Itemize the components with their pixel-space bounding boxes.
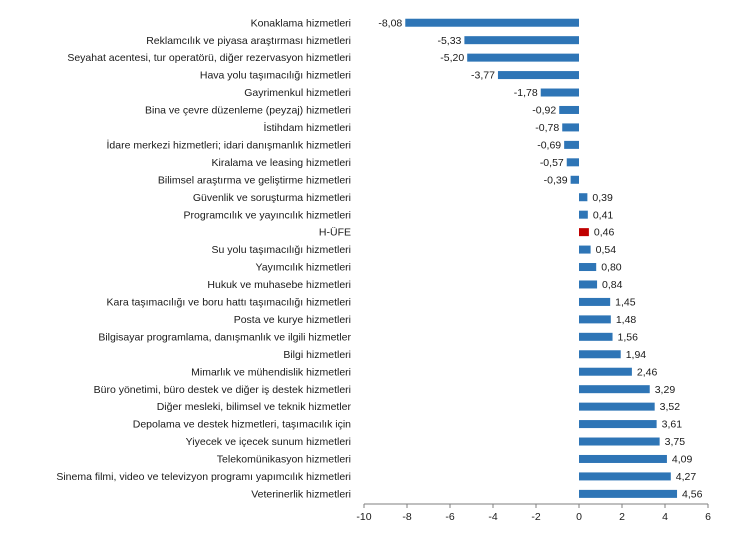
bar xyxy=(467,53,579,62)
x-tick-label: -2 xyxy=(531,511,540,523)
data-label: 4,09 xyxy=(672,454,693,466)
data-label: 0,84 xyxy=(602,279,623,291)
category-label: Telekomünikasyon hizmetleri xyxy=(217,454,351,466)
category-label: Bina ve çevre düzenleme (peyzaj) hizmetl… xyxy=(145,105,351,117)
bar xyxy=(579,193,588,202)
category-label: İdare merkezi hizmetleri; idari danışman… xyxy=(107,138,352,151)
data-label: 3,52 xyxy=(660,401,681,413)
data-label: -0,69 xyxy=(537,139,561,151)
bar xyxy=(579,315,611,324)
category-label: Bilgi hizmetleri xyxy=(283,349,351,361)
x-tick-label: -4 xyxy=(488,511,497,523)
category-label: Mimarlık ve mühendislik hizmetleri xyxy=(191,366,351,378)
bar xyxy=(579,402,655,411)
bar xyxy=(497,71,579,80)
data-label: 1,94 xyxy=(626,349,647,361)
data-label: -0,57 xyxy=(540,157,564,169)
bar xyxy=(570,175,579,184)
data-label: -5,33 xyxy=(437,35,461,47)
bar xyxy=(579,437,660,446)
x-tick-label: -6 xyxy=(445,511,454,523)
category-label: Kara taşımacılığı ve boru hattı taşımacı… xyxy=(106,297,351,309)
data-label: 0,80 xyxy=(601,262,622,274)
category-label: Depolama ve destek hizmetleri, taşımacıl… xyxy=(133,419,351,431)
bar xyxy=(579,489,678,498)
category-label: Seyahat acentesi, tur operatörü, diğer r… xyxy=(67,52,351,64)
category-label: İstihdam hizmetleri xyxy=(263,121,351,134)
data-label: 0,46 xyxy=(594,227,615,239)
bar xyxy=(559,105,579,114)
data-label: -0,92 xyxy=(532,105,556,117)
category-label: Bilimsel araştırma ve geliştirme hizmetl… xyxy=(158,174,351,186)
bar xyxy=(566,158,579,167)
data-label: 0,39 xyxy=(592,192,613,204)
category-label: Yiyecek ve içecek sunum hizmetleri xyxy=(186,436,351,448)
bar xyxy=(405,18,579,27)
data-label: 2,46 xyxy=(637,366,658,378)
bar xyxy=(562,123,579,132)
bar xyxy=(564,140,579,149)
bar xyxy=(540,88,579,97)
data-label: 3,75 xyxy=(665,436,686,448)
x-tick-label: 2 xyxy=(619,511,625,523)
data-label: 0,41 xyxy=(593,209,614,221)
data-label: -0,39 xyxy=(544,174,568,186)
data-label: -0,78 xyxy=(535,122,559,134)
bar xyxy=(579,263,597,272)
category-label: Büro yönetimi, büro destek ve diğer iş d… xyxy=(94,384,351,396)
bar xyxy=(579,210,588,219)
data-label: 0,54 xyxy=(596,244,617,256)
bar xyxy=(579,472,671,481)
bar xyxy=(579,367,632,376)
category-label: Hukuk ve muhasebe hizmetleri xyxy=(207,279,351,291)
data-label: 1,45 xyxy=(615,297,636,309)
category-label: Programcılık ve yayıncılık hizmetleri xyxy=(184,209,351,221)
x-tick-label: 6 xyxy=(705,511,711,523)
data-label: 1,56 xyxy=(618,331,639,343)
category-label: Su yolu taşımacılığı hizmetleri xyxy=(212,244,351,256)
category-label: Bilgisayar programlama, danışmanlık ve i… xyxy=(98,331,351,343)
category-label: Kiralama ve leasing hizmetleri xyxy=(212,157,351,169)
category-label: Reklamcılık ve piyasa araştırması hizmet… xyxy=(146,35,351,47)
x-tick-label: 4 xyxy=(662,511,668,523)
data-label: 1,48 xyxy=(616,314,637,326)
category-label: Diğer mesleki, bilimsel ve teknik hizmet… xyxy=(157,401,352,413)
data-label: -1,78 xyxy=(514,87,538,99)
category-label: Gayrimenkul hizmetleri xyxy=(244,87,351,99)
bar xyxy=(464,36,579,45)
bar xyxy=(579,420,657,429)
category-label: H-ÜFE xyxy=(319,227,351,239)
data-label: -3,77 xyxy=(471,70,495,82)
category-label: Posta ve kurye hizmetleri xyxy=(234,314,351,326)
category-label: Konaklama hizmetleri xyxy=(251,17,351,29)
bar xyxy=(579,297,611,306)
category-label: Güvenlik ve soruşturma hizmetleri xyxy=(193,192,351,204)
data-label: 3,29 xyxy=(655,384,676,396)
data-label: 3,61 xyxy=(662,419,683,431)
data-label: 4,56 xyxy=(682,488,703,500)
data-label: -5,20 xyxy=(440,52,464,64)
bar xyxy=(579,454,667,463)
data-label: 4,27 xyxy=(676,471,697,483)
bar xyxy=(579,228,589,237)
x-tick-label: 0 xyxy=(576,511,582,523)
category-label: Yayımcılık hizmetleri xyxy=(256,262,352,274)
category-label: Hava yolu taşımacılığı hizmetleri xyxy=(200,70,351,82)
x-tick-label: -10 xyxy=(356,511,371,523)
bar xyxy=(579,332,613,341)
data-label: -8,08 xyxy=(378,17,402,29)
category-label: Sinema filmi, video ve televizyon progra… xyxy=(56,471,351,483)
bar xyxy=(579,350,621,359)
category-label: Veterinerlik hizmetleri xyxy=(251,488,351,500)
bar xyxy=(579,385,650,394)
x-tick-label: -8 xyxy=(402,511,411,523)
bar xyxy=(579,245,591,254)
bar xyxy=(579,280,598,289)
